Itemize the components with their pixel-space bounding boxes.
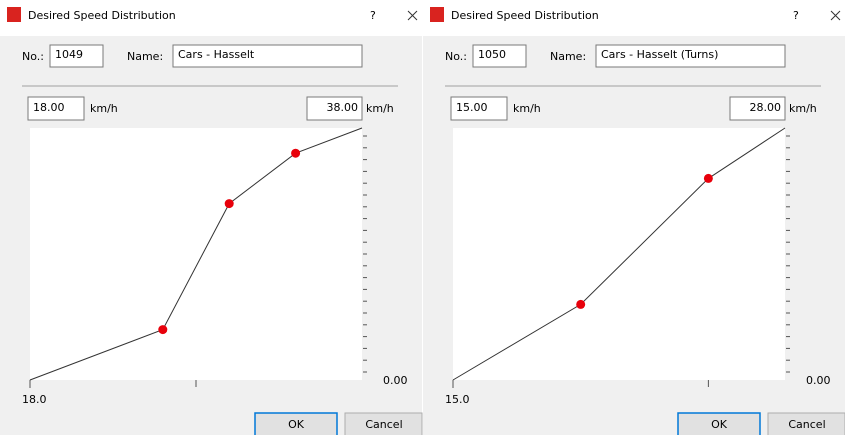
x-start-label: 15.0 <box>445 393 470 406</box>
no-input[interactable] <box>472 44 527 68</box>
no-input[interactable] <box>49 44 104 68</box>
min-input[interactable] <box>27 96 85 121</box>
no-label: No.: <box>445 50 467 63</box>
name-input[interactable] <box>172 44 363 68</box>
curve-point[interactable] <box>158 325 168 335</box>
title-bar <box>423 0 845 36</box>
name-value: Cars - Hasselt <box>178 48 255 61</box>
close-button[interactable] <box>830 10 841 21</box>
dialog: Desired Speed Distribution ? No.: 1049 Name:… <box>0 0 423 435</box>
app-icon <box>430 7 444 22</box>
plot-area[interactable] <box>30 128 362 380</box>
y-axis-label: 0.00 <box>806 374 831 387</box>
min-unit: km/h <box>90 102 118 115</box>
ok-button[interactable] <box>254 412 338 435</box>
ok-label: OK <box>288 418 305 431</box>
min-input[interactable] <box>450 96 508 121</box>
cancel-label: Cancel <box>365 418 402 431</box>
name-value: Cars - Hasselt (Turns) <box>601 48 718 61</box>
max-input[interactable] <box>306 96 363 121</box>
max-value: 38.00 <box>327 101 359 114</box>
plot-area[interactable] <box>453 128 785 380</box>
help-button[interactable]: ? <box>370 9 376 22</box>
max-unit: km/h <box>366 102 394 115</box>
x-start-label: 18.0 <box>22 393 47 406</box>
max-input[interactable] <box>729 96 786 121</box>
no-label: No.: <box>22 50 44 63</box>
dialog: Desired Speed Distribution ? No.: 1050 Name:… <box>423 0 845 435</box>
ok-button[interactable] <box>677 412 761 435</box>
curve-point[interactable] <box>224 199 234 209</box>
distribution-curve <box>452 127 786 381</box>
min-unit: km/h <box>513 102 541 115</box>
min-value: 15.00 <box>456 101 488 114</box>
title-bar <box>0 0 422 36</box>
max-value: 28.00 <box>750 101 782 114</box>
curve-point[interactable] <box>703 173 713 183</box>
name-input[interactable] <box>595 44 786 68</box>
close-button[interactable] <box>407 10 418 21</box>
no-value: 1049 <box>55 48 83 61</box>
app-icon <box>7 7 21 22</box>
cancel-button[interactable] <box>767 412 845 435</box>
cancel-button[interactable] <box>344 412 423 435</box>
curve-point[interactable] <box>291 148 301 158</box>
dialog-title: Desired Speed Distribution <box>28 9 176 22</box>
no-value: 1050 <box>478 48 506 61</box>
cancel-label: Cancel <box>788 418 825 431</box>
min-value: 18.00 <box>33 101 65 114</box>
curve-point[interactable] <box>576 299 586 309</box>
y-axis-label: 0.00 <box>383 374 408 387</box>
max-unit: km/h <box>789 102 817 115</box>
help-button[interactable]: ? <box>793 9 799 22</box>
dialog-title: Desired Speed Distribution <box>451 9 599 22</box>
name-label: Name: <box>550 50 586 63</box>
name-label: Name: <box>127 50 163 63</box>
ok-label: OK <box>711 418 728 431</box>
